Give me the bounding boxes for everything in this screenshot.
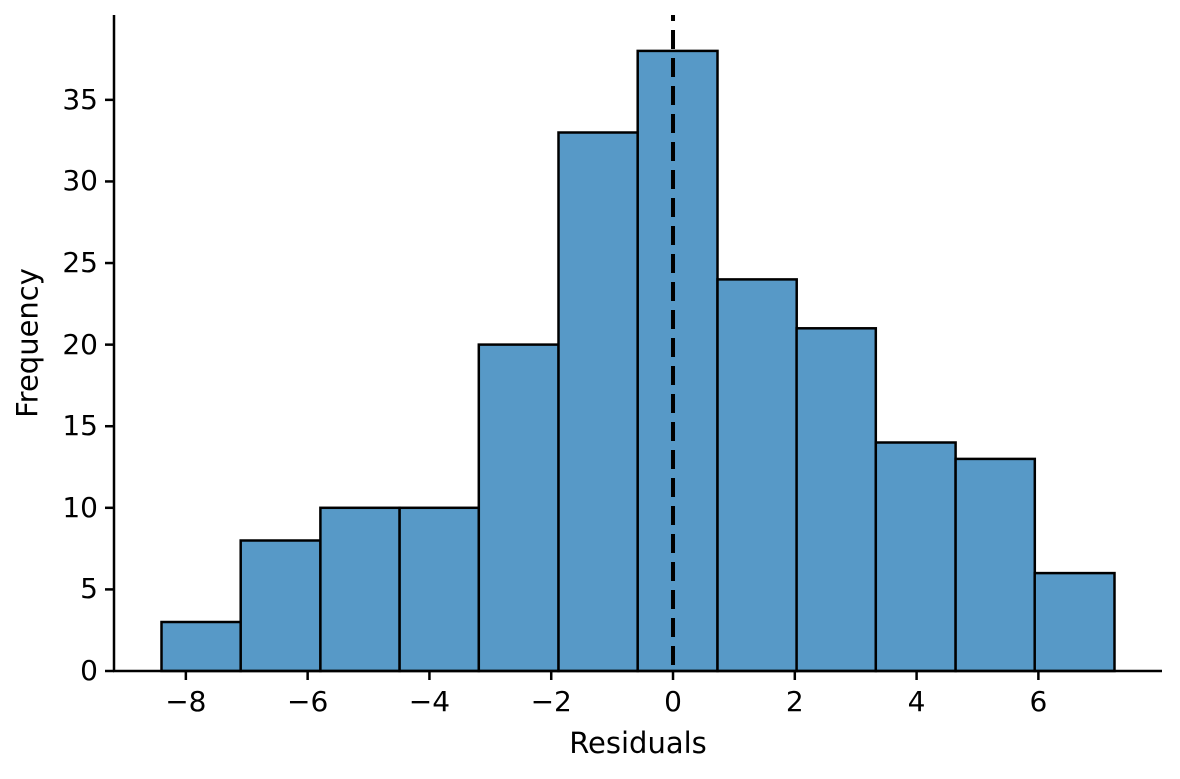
histogram-bar: [398, 506, 481, 673]
y-tick-label: 20: [62, 327, 98, 361]
y-tick-label: 35: [62, 82, 98, 116]
y-tick-label: 15: [62, 409, 98, 443]
y-axis-label: Frequency: [10, 268, 45, 418]
histogram-bar: [795, 327, 878, 673]
histogram-bar: [874, 441, 957, 673]
histogram-bar: [1033, 571, 1116, 673]
histogram-bar: [319, 506, 401, 673]
y-tick-label: 30: [62, 164, 98, 198]
x-tick-label: 6: [1029, 685, 1048, 718]
y-tick-label: 0: [80, 654, 98, 687]
x-axis-label: Residuals: [569, 726, 707, 760]
histogram-bar: [636, 49, 719, 673]
x-tick-label: −6: [287, 685, 329, 718]
x-tick-label: −8: [165, 685, 207, 718]
histogram-bar: [716, 278, 798, 673]
x-tick-label: −2: [530, 685, 572, 718]
histogram-bar: [160, 620, 242, 673]
y-tick-label: 5: [80, 572, 98, 606]
histogram-bar: [239, 539, 322, 673]
x-tick-label: 0: [664, 685, 682, 718]
x-tick-label: −4: [408, 685, 451, 718]
y-tick-label: 10: [62, 490, 98, 524]
histogram-bar: [954, 457, 1037, 673]
x-tick-label: 2: [785, 685, 804, 718]
histogram-bar: [557, 131, 639, 673]
histogram-bar: [477, 343, 560, 673]
x-tick-label: 4: [907, 685, 926, 718]
y-tick-label: 25: [62, 246, 98, 280]
